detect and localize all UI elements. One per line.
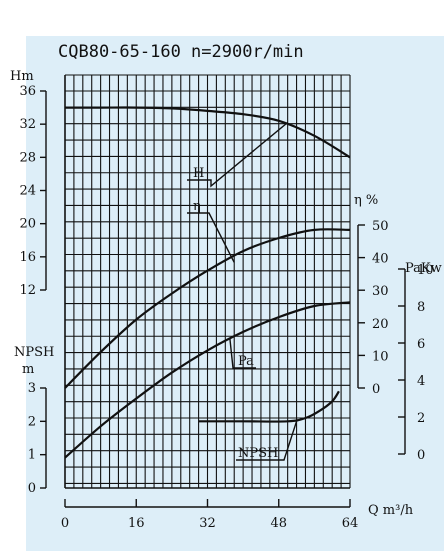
head-axis-tick-label: 16: [19, 250, 36, 265]
chart-title: CQB80-65-160 n=2900r/min: [58, 42, 304, 62]
curves: [64, 106, 351, 459]
npsh-axis-label: NPSH: [14, 345, 54, 360]
head-curve: [65, 106, 351, 159]
head-axis-tick-label: 32: [19, 117, 36, 132]
efficiency-axis-tick-label: 10: [372, 349, 389, 364]
npsh-axis-unit: m: [22, 362, 34, 377]
power-curve: [64, 301, 351, 459]
x-axis-tick-label: 48: [270, 516, 287, 531]
efficiency-label-leader: [187, 212, 235, 263]
power-axis-tick-label: 0: [417, 448, 425, 463]
power-axis-tick-label: 8: [417, 300, 425, 315]
power-axis-tick-label: 6: [417, 337, 425, 352]
npsh-axis-tick-label: 3: [28, 381, 36, 396]
x-axis-tick-label: 64: [342, 516, 359, 531]
x-axis-label: Q m³/h: [368, 503, 414, 518]
head-axis-tick-label: 12: [19, 283, 36, 298]
curve-labels: Hη Pa NPSH: [187, 121, 298, 461]
npsh-axis-tick-label: 1: [28, 448, 36, 463]
head-axis-tick-label: 36: [19, 84, 36, 99]
efficiency-curve-label: η: [193, 199, 201, 214]
efficiency-axis-tick-label: 50: [372, 219, 389, 234]
efficiency-axis-tick-label: 30: [372, 284, 389, 299]
power-axis-tick-label: 2: [417, 411, 425, 426]
x-axis-tick-label: 32: [199, 516, 216, 531]
efficiency-curve: [64, 228, 351, 389]
efficiency-axis-tick-label: 20: [372, 317, 389, 332]
npsh-axis-tick-label: 2: [28, 414, 36, 429]
head-axis-tick-label: 20: [19, 217, 36, 232]
npsh-label-leader: [236, 421, 298, 461]
head-axis-label: Hm: [10, 69, 34, 84]
head-curve-label: H: [193, 166, 204, 181]
efficiency-axis-tick-label: 0: [372, 382, 380, 397]
power-label-leader: [229, 337, 256, 369]
head-label-leader: [187, 121, 289, 188]
power-axis-tick-label: 4: [417, 374, 425, 389]
x-axis-tick-label: 0: [61, 516, 69, 531]
plot-panel: [26, 36, 444, 551]
npsh-curve-label: NPSH: [238, 446, 278, 461]
npsh-curve: [198, 390, 340, 423]
head-axis-tick-label: 24: [19, 184, 36, 199]
power-axis-tick-label: 10: [417, 263, 434, 278]
x-axis-tick-label: 16: [128, 516, 145, 531]
npsh-axis-tick-label: 0: [28, 481, 36, 496]
head-axis-tick-label: 28: [19, 150, 36, 165]
efficiency-axis-label: η %: [354, 193, 378, 208]
power-axis-label: PaKw: [405, 261, 442, 276]
power-curve-label: Pa: [238, 354, 254, 369]
efficiency-axis-tick-label: 40: [372, 252, 389, 267]
